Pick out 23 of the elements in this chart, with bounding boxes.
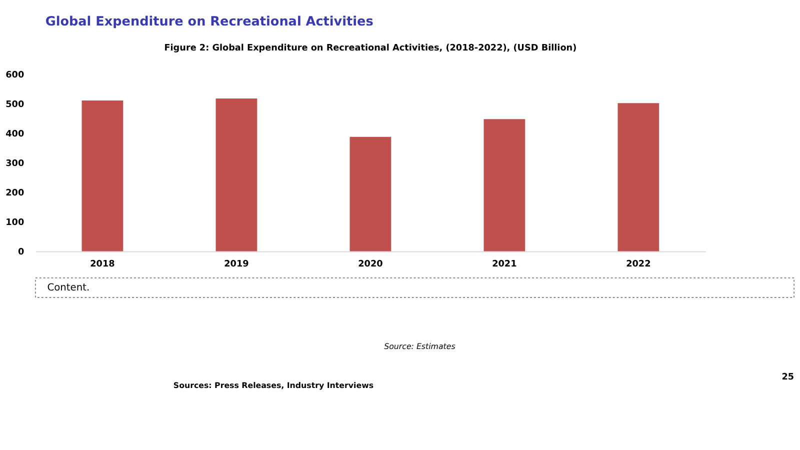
y-tick-label: 300 <box>6 159 24 170</box>
source-note: Source: Estimates <box>384 342 456 351</box>
x-tick-label: 2021 <box>492 260 517 270</box>
bar <box>216 98 258 252</box>
x-tick-label: 2020 <box>358 260 383 270</box>
x-tick-label: 2018 <box>90 260 115 270</box>
y-tick-label: 0 <box>18 248 24 258</box>
y-tick-label: 200 <box>6 188 24 199</box>
bar <box>82 100 124 252</box>
chart-subtitle: Figure 2: Global Expenditure on Recreational Activities, (2018-2022), (USD Billion) <box>164 43 577 54</box>
y-tick-label: 400 <box>6 129 24 140</box>
x-tick-label: 2019 <box>224 260 249 270</box>
chart-title: Global Expenditure on Recreational Activities <box>45 14 374 30</box>
y-tick-label: 100 <box>6 218 24 228</box>
bar <box>618 103 660 252</box>
bar <box>350 136 392 252</box>
x-tick-label: 2022 <box>626 260 651 270</box>
y-tick-label: 600 <box>6 70 24 80</box>
text: Content. <box>47 282 90 294</box>
y-tick-label: 500 <box>6 100 24 110</box>
source-note: Sources: Press Releases, Industry Interviews <box>173 381 374 390</box>
bar <box>484 119 526 252</box>
text: 25 <box>782 372 794 382</box>
